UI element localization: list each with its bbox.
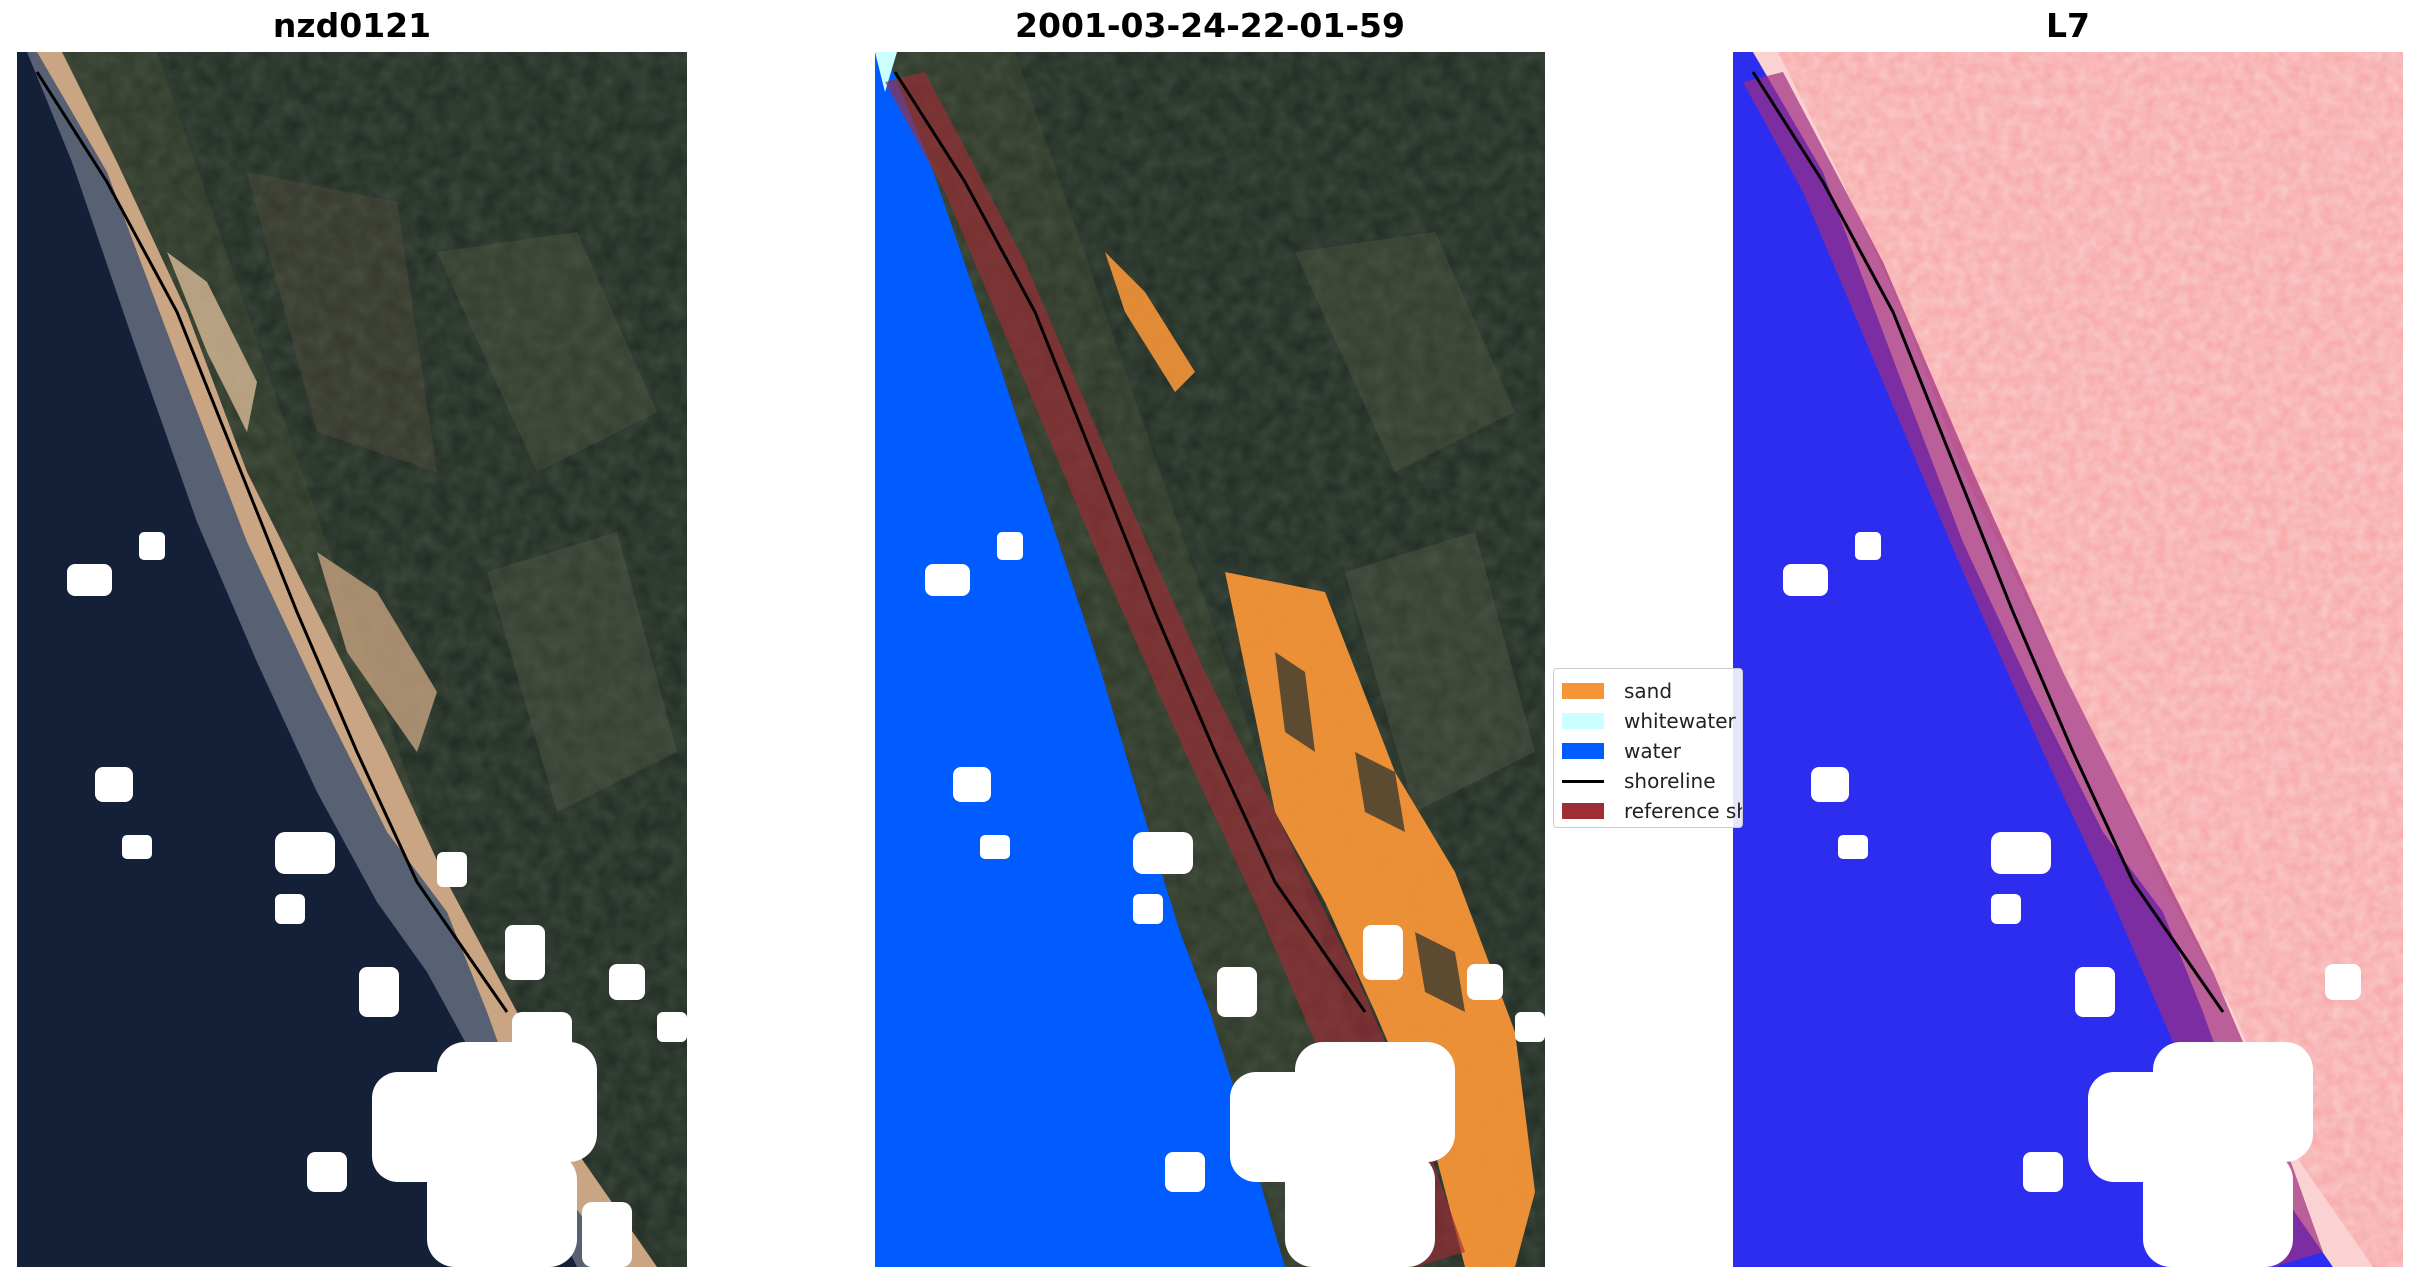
- rgb-satellite-image: [17, 52, 687, 1267]
- legend-item-whitewater: whitewater: [1562, 707, 1742, 735]
- sand-swatch: [1562, 683, 1604, 699]
- shoreline-line-swatch: [1562, 779, 1604, 783]
- legend-label-shoreline: shoreline: [1624, 769, 1716, 793]
- whitewater-swatch: [1562, 713, 1604, 729]
- legend-item-sand: sand: [1562, 677, 1742, 705]
- legend-label-sand: sand: [1624, 679, 1673, 703]
- rgb-image-panel: [17, 52, 687, 1267]
- panel-title-classified: 2001-03-24-22-01-59: [1015, 6, 1405, 45]
- classification-legend: sand whitewater water shoreline referenc…: [1553, 668, 1743, 828]
- legend-label-water: water: [1624, 739, 1681, 763]
- mndwi-image-panel: [1733, 52, 2403, 1267]
- legend-label-whitewater: whitewater: [1624, 709, 1736, 733]
- legend-item-reference-buffer: reference shoreline buffer: [1562, 797, 1742, 825]
- legend-label-reference-buffer: reference shoreline buffer: [1624, 799, 1742, 823]
- legend-item-water: water: [1562, 737, 1742, 765]
- panel-title-mndwi: L7: [2046, 6, 2090, 45]
- panel-title-rgb: nzd0121: [272, 6, 432, 45]
- legend-item-shoreline: shoreline: [1562, 767, 1742, 795]
- classified-image: [875, 52, 1545, 1267]
- water-swatch: [1562, 743, 1604, 759]
- reference-buffer-swatch: [1562, 803, 1604, 819]
- classified-image-panel: [875, 52, 1545, 1267]
- mndwi-image: [1733, 52, 2403, 1267]
